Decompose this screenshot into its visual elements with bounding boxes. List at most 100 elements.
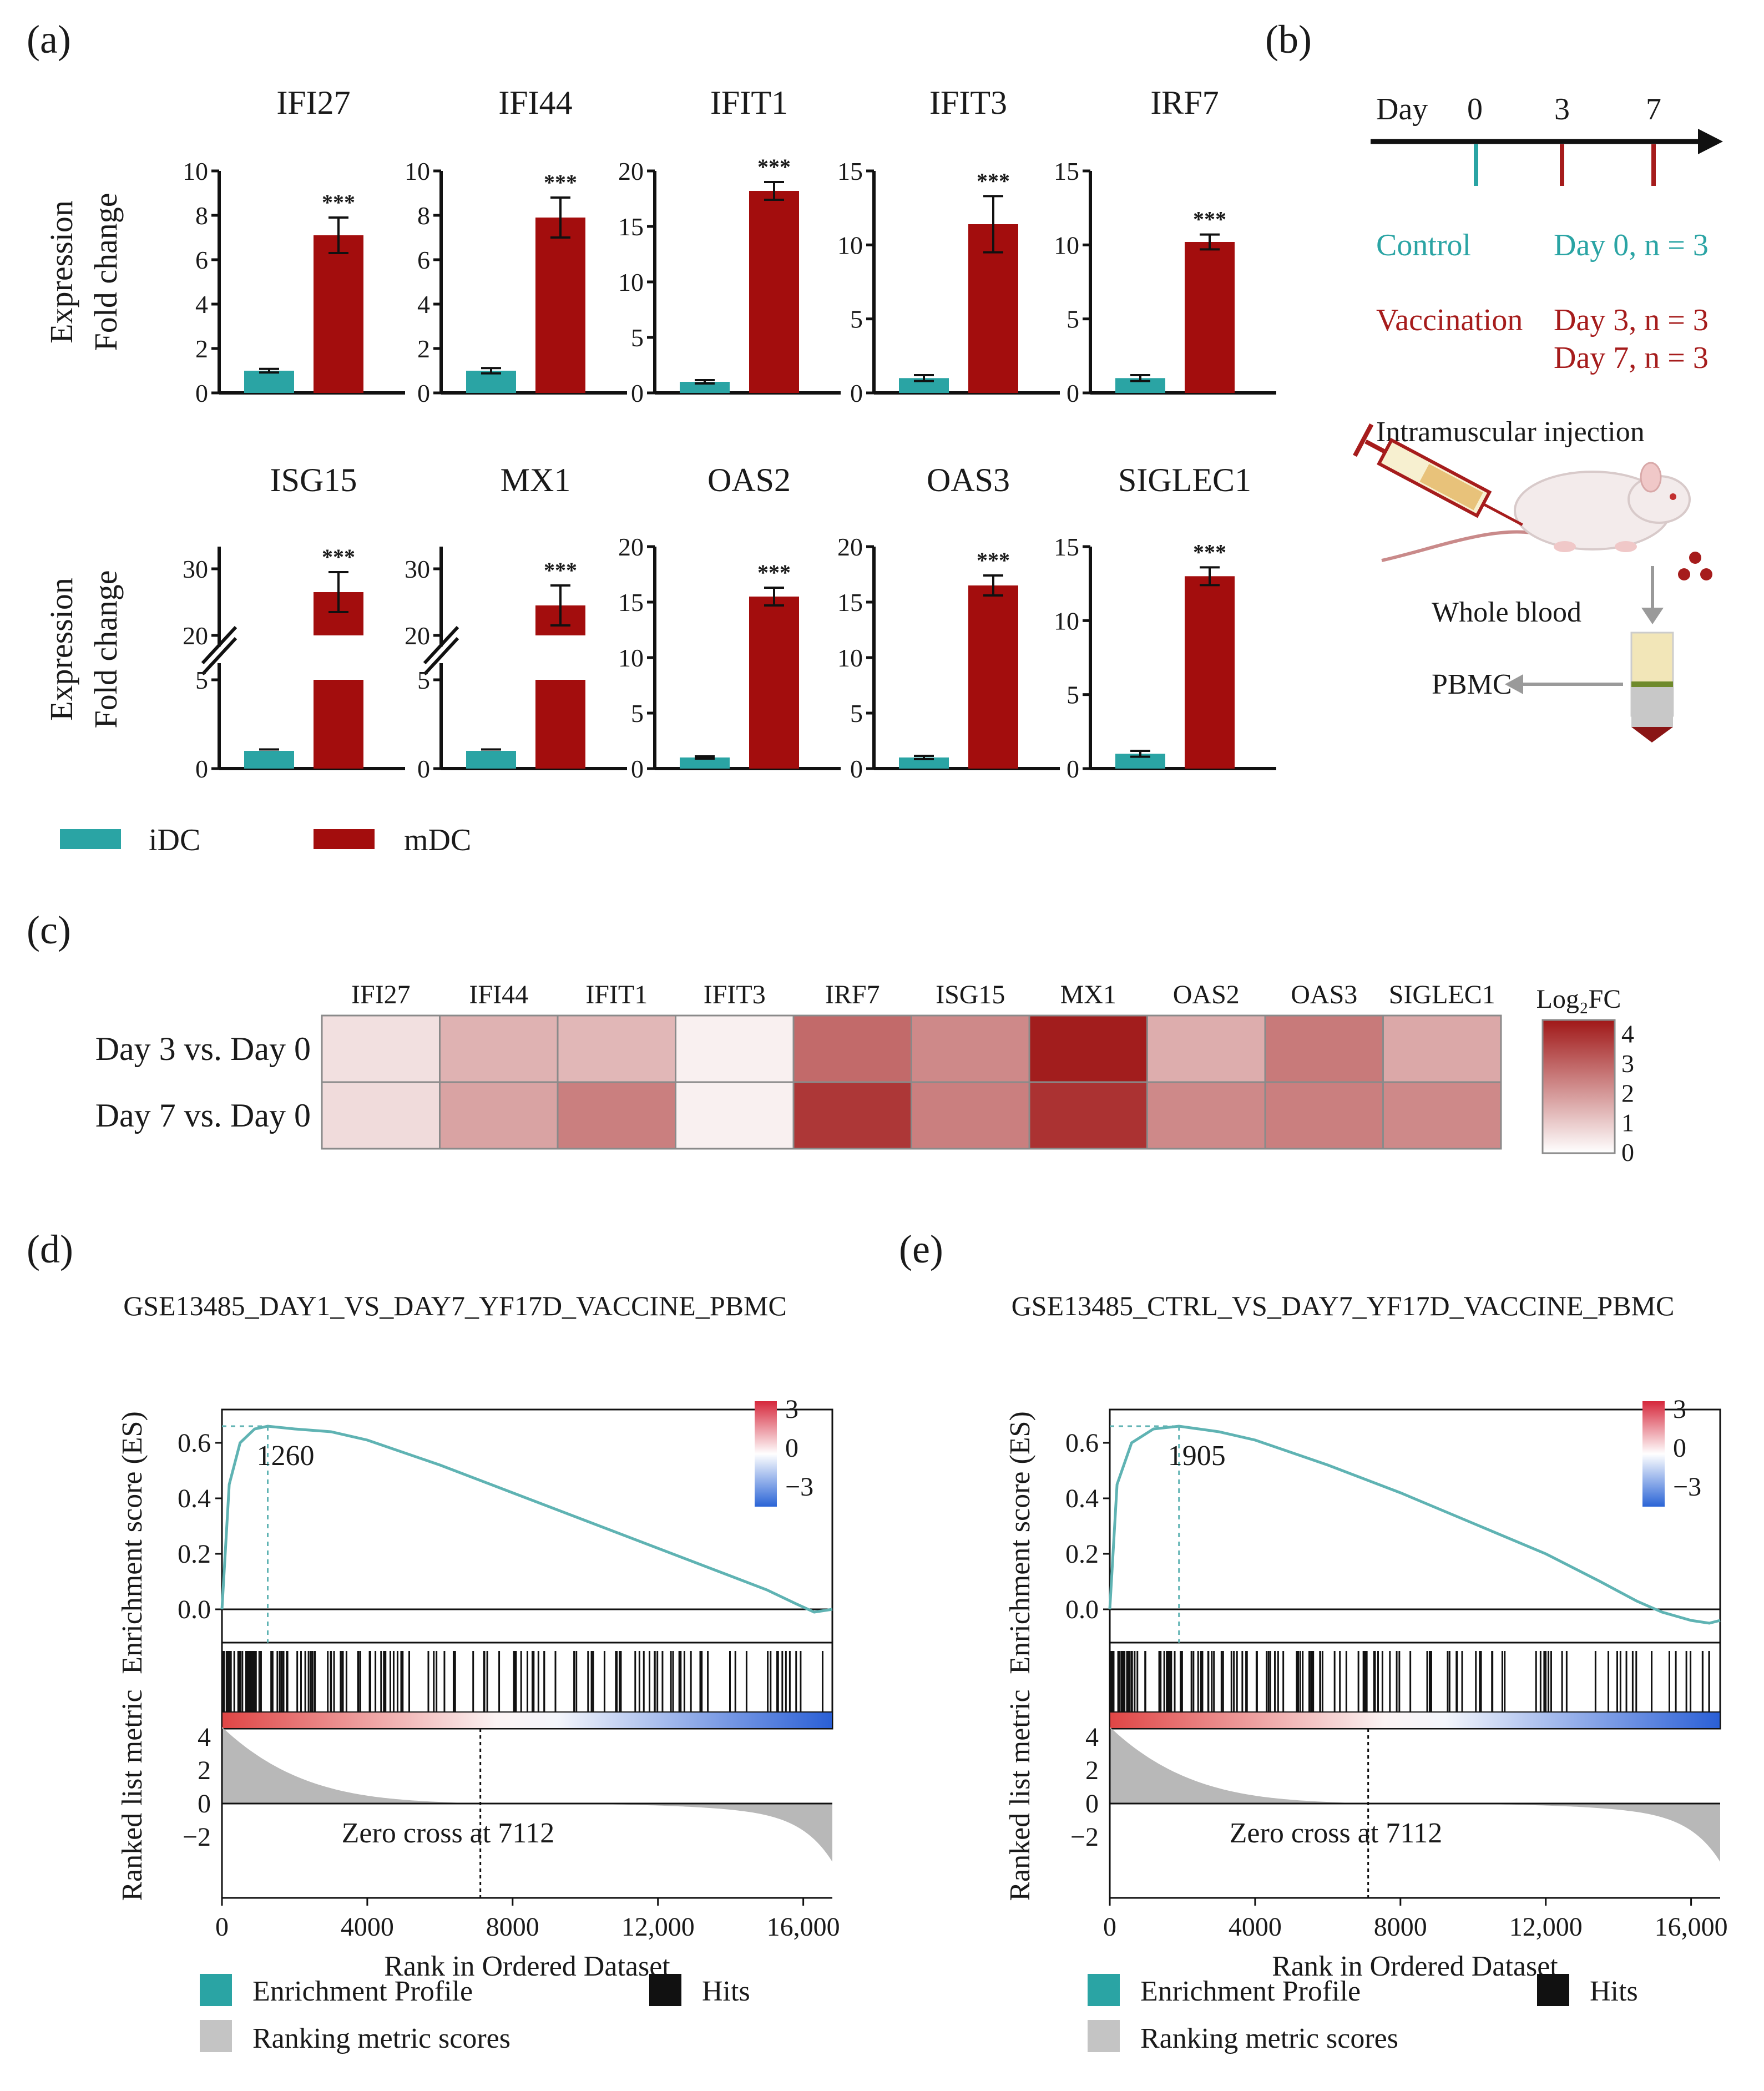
rank-tick-label: 2: [198, 1756, 211, 1785]
heatmap-col-label: OAS2: [1173, 980, 1240, 1009]
y-tick-label: 5: [1067, 681, 1079, 709]
y-tick-label: 20: [837, 533, 863, 561]
blood-arrowhead: [1641, 608, 1664, 624]
heatmap-cell: [557, 1081, 676, 1150]
y-tick-label: 0: [417, 755, 430, 783]
significance-marker: ***: [544, 170, 577, 195]
y-tick-label: 4: [195, 290, 208, 319]
pbmc-arrowhead: [1505, 674, 1523, 694]
legend-rank-swatch: [200, 2020, 232, 2052]
y-tick-label: 10: [405, 157, 430, 185]
es-tick-label: 0.6: [178, 1428, 211, 1458]
bar-mdc: [314, 235, 363, 393]
injection-label: Intramuscular injection: [1376, 416, 1645, 448]
heatmap-col-label: IFIT3: [704, 980, 766, 1009]
es-tick-label: 0.4: [1065, 1484, 1099, 1513]
gene-title-isg15: ISG15: [270, 462, 357, 498]
axis-break-mark: [201, 637, 237, 676]
heatmap-cell: [1146, 1014, 1266, 1083]
panel-label-d: (d): [27, 1227, 73, 1271]
rank-ylabel: Ranked list metric: [117, 1689, 148, 1901]
score-colorbar-tick: 0: [785, 1433, 798, 1463]
legend-hits-swatch: [649, 1974, 681, 2006]
x-tick-label: 16,000: [767, 1912, 840, 1942]
rank-tick-label: 4: [1085, 1723, 1099, 1752]
heatmap-cell: [911, 1014, 1030, 1083]
bar-ylabel-row2-line1: Expression: [43, 578, 79, 721]
timeline-panel: Day 0 3 7 Control Day 0, n = 3 Vaccinati…: [1353, 92, 1723, 743]
es-ylabel: Enrichment score (ES): [117, 1411, 148, 1674]
legend-es-label: Enrichment Profile: [252, 1976, 473, 2007]
y-tick-label: 2: [417, 335, 430, 363]
score-colorbar-tick: −3: [1673, 1472, 1701, 1502]
y-tick-label: 15: [1054, 157, 1079, 185]
y-tick-label: 0: [850, 379, 863, 407]
y-tick-label: 10: [183, 157, 208, 185]
y-tick-label: 5: [631, 699, 644, 728]
y-tick-label: 5: [850, 699, 863, 728]
y-tick-label: 10: [837, 231, 863, 259]
heatmap-row-label: Day 3 vs. Day 0: [95, 1031, 311, 1067]
x-axis-label: Rank in Ordered Dataset: [1272, 1951, 1558, 1982]
y-tick-label: 0: [631, 379, 644, 407]
significance-marker: ***: [322, 544, 355, 569]
bar-chart-panel: IFI27 0 2 4 6 8 10 *** IFI44 0 2 4 6 8 10 *** IFIT1 0 5 10 1…: [183, 84, 1276, 783]
y-tick-label: 30: [405, 555, 430, 583]
score-colorbar-tick: −3: [785, 1472, 813, 1502]
heatmap-cell: [792, 1014, 912, 1083]
rank-ylabel: Ranked list metric: [1004, 1689, 1036, 1901]
legend-es-swatch: [200, 1974, 232, 2006]
ranked-metric-area: [1110, 1727, 1720, 1862]
es-tick-label: 0.4: [178, 1484, 211, 1513]
es-tick-label: 0.0: [178, 1595, 211, 1624]
legend-es-swatch: [1088, 1974, 1120, 2006]
heatmap-cell: [1028, 1014, 1148, 1083]
y-tick-label: 10: [1054, 607, 1079, 635]
heatmap-cell: [1264, 1081, 1384, 1150]
bar-idc: [244, 751, 294, 769]
vaccination-detail-day7: Day 7, n = 3: [1554, 341, 1709, 375]
gene-title-ifi27: IFI27: [276, 84, 350, 121]
heatmap-col-label: OAS3: [1291, 980, 1357, 1009]
es-curve: [220, 1425, 833, 1614]
significance-marker: ***: [1193, 207, 1226, 232]
rank-tick-label: 0: [198, 1789, 211, 1819]
y-tick-label: 8: [195, 201, 208, 230]
pbmc-label: PBMC: [1432, 669, 1512, 700]
y-tick-label: 20: [618, 533, 644, 561]
timeline-day-7: 7: [1646, 92, 1661, 127]
y-tick-label: 8: [417, 201, 430, 230]
timeline-day-3: 3: [1554, 92, 1570, 127]
control-label: Control: [1376, 228, 1471, 262]
gsea-panel-d: GSE13485_DAY1_VS_DAY7_YF17D_VACCINE_PBMC…: [117, 1290, 840, 2054]
bar-mdc: [1185, 576, 1235, 769]
heatmap-col-label: IFI27: [351, 980, 411, 1009]
heatmap-col-label: IFI44: [469, 980, 528, 1009]
bar-mdc: [535, 218, 585, 393]
y-tick-label: 5: [850, 305, 863, 334]
es-curve: [1108, 1425, 1721, 1625]
panel-label-e: (e): [899, 1227, 943, 1271]
bar-mdc: [749, 597, 799, 769]
colorbar-tick-label: 3: [1621, 1049, 1634, 1078]
y-tick-label: 15: [618, 213, 644, 241]
colorbar-tick-label: 4: [1621, 1020, 1634, 1048]
heatmap-cell: [1264, 1014, 1384, 1083]
significance-marker: ***: [1193, 539, 1226, 564]
bar-mdc-lower: [314, 680, 363, 769]
legend-rank-swatch: [1088, 2020, 1120, 2052]
control-detail: Day 0, n = 3: [1554, 228, 1709, 262]
syringe-icon: [1353, 423, 1523, 526]
heatmap-cell: [675, 1081, 795, 1150]
timeline-arrowhead: [1698, 129, 1723, 154]
rank-color-bar: [221, 1711, 833, 1729]
colorbar-tick-label: 2: [1621, 1079, 1634, 1107]
bar-idc: [244, 371, 294, 393]
gene-title-ifit1: IFIT1: [710, 84, 788, 121]
panel-label-a: (a): [27, 17, 71, 62]
mouse-illustration: [1381, 462, 1691, 562]
timeline-day-label: Day: [1376, 92, 1428, 127]
rank-color-bar: [1109, 1711, 1721, 1729]
ranked-metric-area: [222, 1727, 832, 1862]
legend-mdc-label: mDC: [404, 823, 471, 857]
